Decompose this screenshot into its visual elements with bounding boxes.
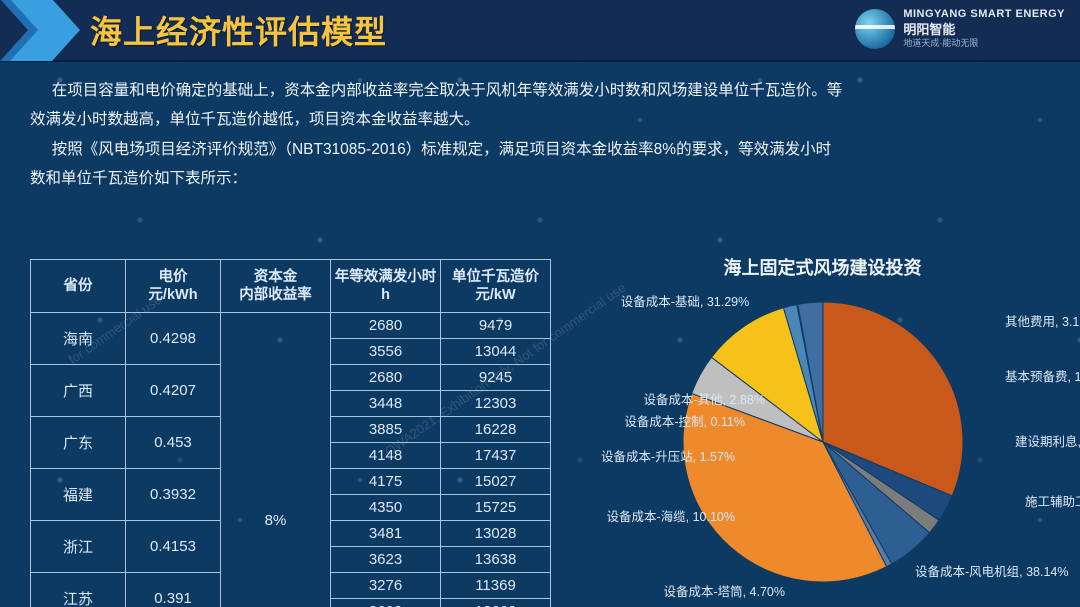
pie-label-设备成本-海缆: 设备成本-海缆, 10.10% (575, 509, 735, 525)
brand-logo: MINGYANG SMART ENERGY 明阳智能 地道天成·能动无限 (855, 8, 1065, 49)
cell-cost: 16228 (441, 417, 551, 443)
pie-chart-holder[interactable]: 设备成本-基础, 31.29% 其他费用, 3.15% 基本预备费, 1.79% 建设… (565, 284, 1080, 607)
pie-label-设备成本-基础: 设备成本-基础, 31.29% (605, 294, 765, 310)
page-header: 海上经济性评估模型 MINGYANG SMART ENERGY 明阳智能 地道天… (0, 0, 1080, 62)
cell-hours: 4350 (331, 495, 441, 521)
intro-paragraph: 在项目容量和电价确定的基础上，资本金内部收益率完全取决于风机年等效满发小时数和风… (30, 76, 1050, 194)
cell-province: 福建 (31, 469, 126, 521)
pie-label-施工辅助工程: 施工辅助工程, 0.67% (1025, 494, 1080, 510)
pie-label-设备成本-风电机组: 设备成本-风电机组, 38.14% (915, 564, 1075, 580)
cell-price: 0.453 (126, 417, 221, 469)
cell-hours: 3602 (331, 599, 441, 607)
cell-province: 广西 (31, 365, 126, 417)
cell-province: 广东 (31, 417, 126, 469)
cell-cost: 13638 (441, 547, 551, 573)
cell-cost: 13028 (441, 521, 551, 547)
cell-province: 江苏 (31, 573, 126, 607)
logo-english-name: MINGYANG SMART ENERGY (903, 8, 1065, 22)
cell-province: 浙江 (31, 521, 126, 573)
pie-label-其他费用: 其他费用, 3.15% (1005, 314, 1080, 330)
cell-hours: 2680 (331, 365, 441, 391)
cell-price: 0.4153 (126, 521, 221, 573)
pie-label-基本预备费: 基本预备费, 1.79% (1005, 369, 1080, 385)
cell-hours: 4175 (331, 469, 441, 495)
logo-slogan: 地道天成·能动无限 (903, 38, 1065, 49)
pie-label-建设期利息: 建设期利息, 5.59% (1015, 434, 1080, 450)
cell-hours: 3481 (331, 521, 441, 547)
header-arrow-icon-light (10, 0, 80, 61)
cell-hours: 3556 (331, 339, 441, 365)
cell-price: 0.4207 (126, 365, 221, 417)
table-header-cost: 单位千瓦造价 元/kW (441, 260, 551, 313)
pie-label-设备成本-控制: 设备成本-控制, 0.11% (585, 414, 745, 430)
cell-hours: 3623 (331, 547, 441, 573)
mingyang-logo-icon (855, 9, 895, 49)
cell-cost: 11369 (441, 573, 551, 599)
cell-cost: 17437 (441, 443, 551, 469)
cell-cost: 15725 (441, 495, 551, 521)
cell-irr: 8% (221, 313, 331, 607)
pie-chart-svg[interactable] (673, 292, 973, 592)
page-title: 海上经济性评估模型 (90, 7, 387, 53)
cell-hours: 3276 (331, 573, 441, 599)
logo-chinese-name: 明阳智能 (903, 22, 1065, 38)
cell-hours: 3448 (331, 391, 441, 417)
pie-label-设备成本-塔筒: 设备成本-塔筒, 4.70% (625, 584, 785, 600)
cell-price: 0.391 (126, 573, 221, 607)
table-header-province: 省份 (31, 260, 126, 313)
cell-hours: 2680 (331, 313, 441, 339)
pie-label-设备成本-其他: 设备成本-其他, 2.88% (605, 392, 765, 408)
table-body[interactable]: 海南 0.4298 8% 2680 9479 3556 13044 广西 0.4207 2680 9… (31, 313, 551, 607)
pie-label-设备成本-升压站: 设备成本-升压站, 1.57% (575, 449, 735, 465)
pie-chart-title: 海上固定式风场建设投资 (565, 254, 1080, 280)
cell-price: 0.3932 (126, 469, 221, 521)
main-content: 在项目容量和电价确定的基础上，资本金内部收益率完全取决于风机年等效满发小时数和风… (0, 62, 1080, 607)
table-header-irr: 资本金 内部收益率 (221, 260, 331, 313)
cell-cost: 9479 (441, 313, 551, 339)
economic-data-table[interactable]: 省份 电价 元/kWh 资本金 内部收益率 年等效满发小时 h 单位千瓦造价 元/kW … (30, 259, 550, 607)
cell-cost: 12662 (441, 599, 551, 607)
pie-chart-section[interactable]: 海上固定式风场建设投资 设备成本-基础, 31.29% 其他费用, 3.15% 基本… (565, 254, 1080, 607)
table-header-hours: 年等效满发小时 h (331, 260, 441, 313)
cell-cost: 15027 (441, 469, 551, 495)
